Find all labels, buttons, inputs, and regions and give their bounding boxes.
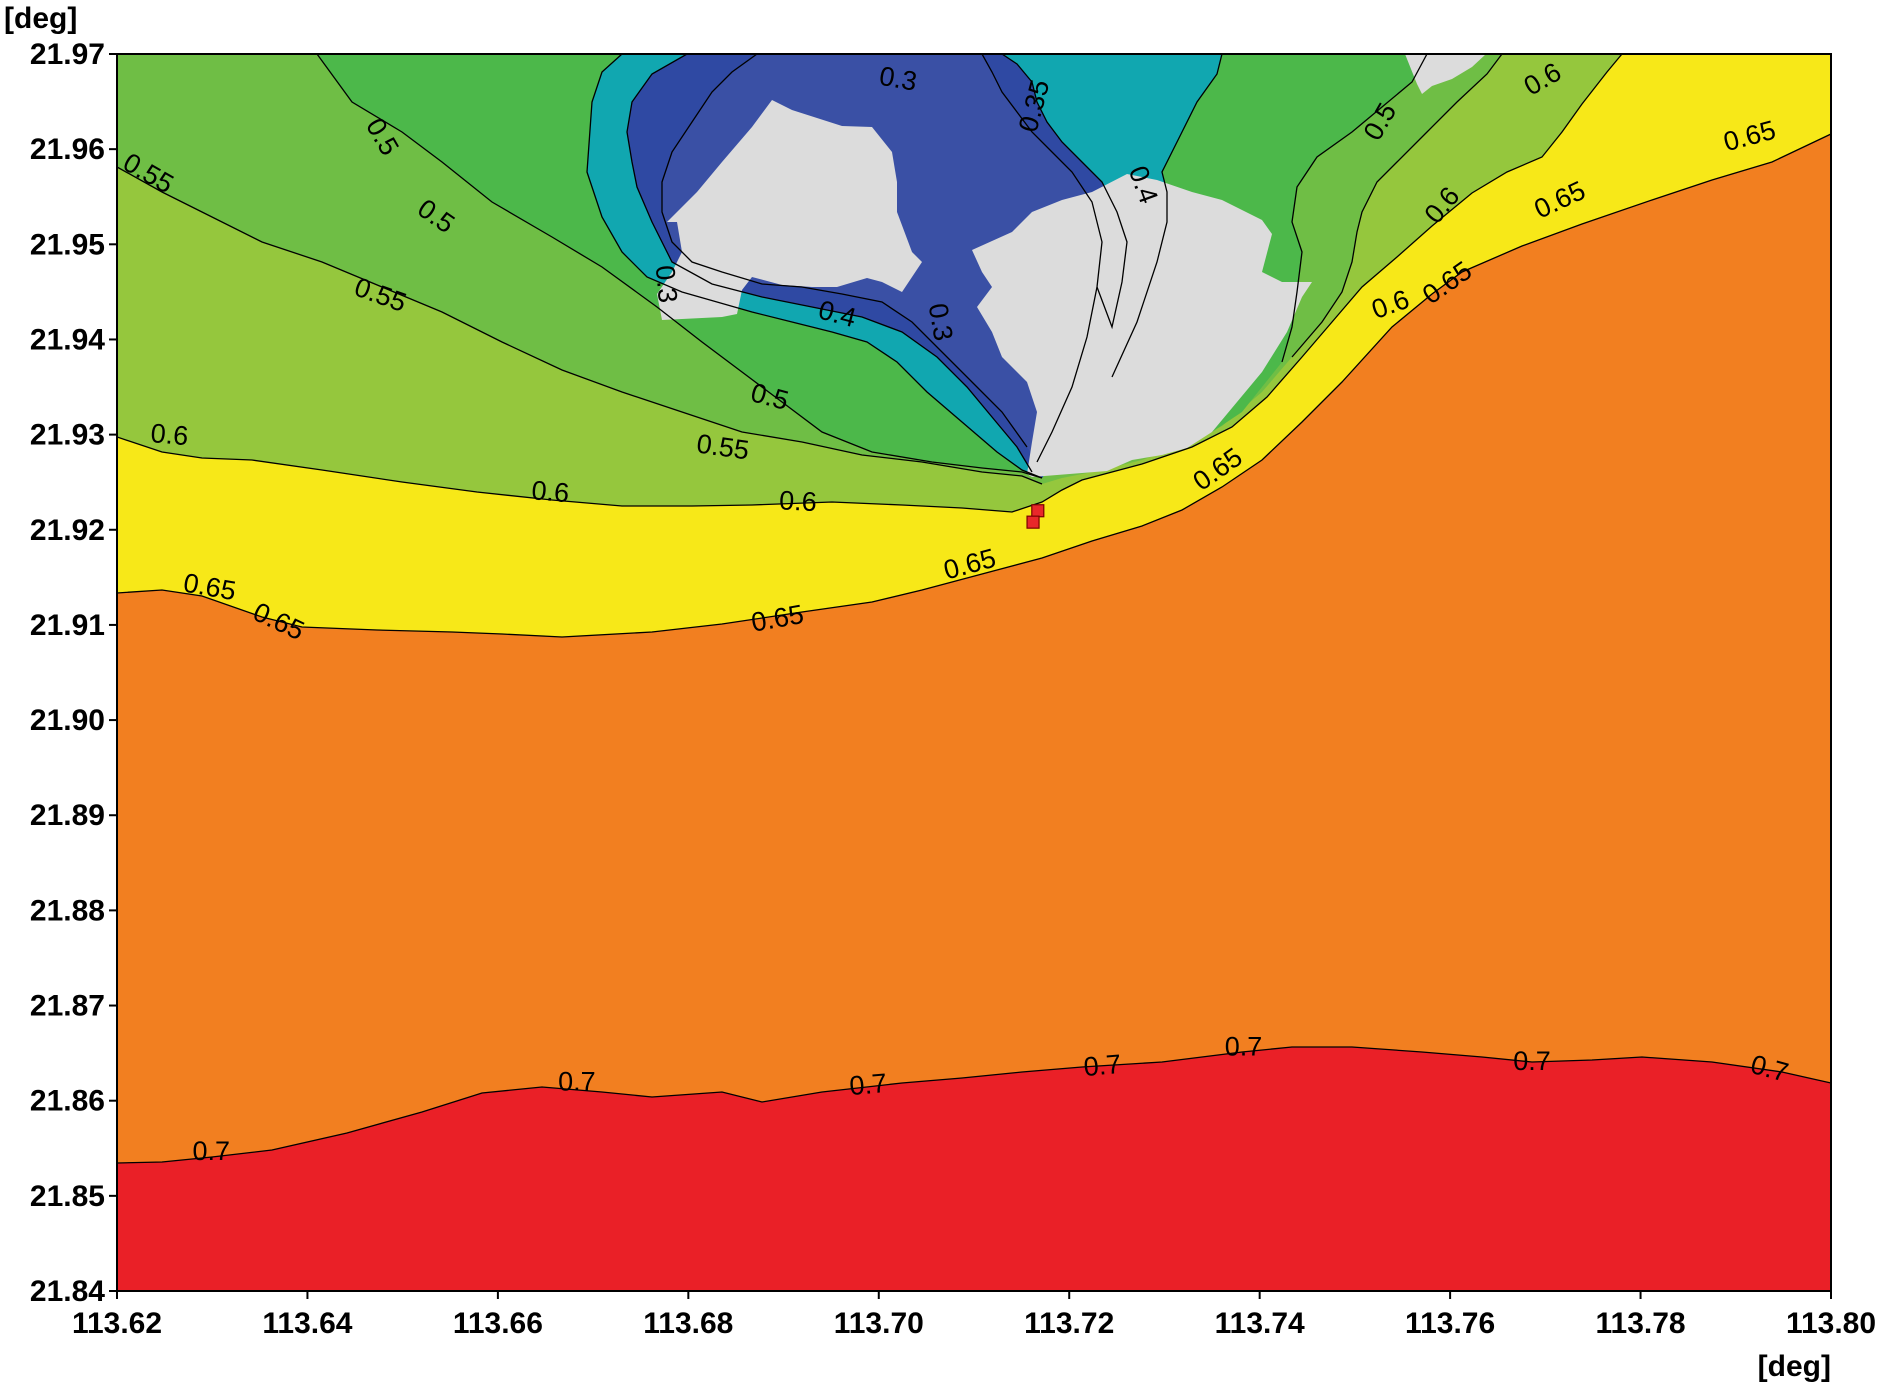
y-tick-label: 21.96 <box>30 133 105 166</box>
contour-label-0.6: 0.6 <box>150 418 190 451</box>
y-tick-label: 21.94 <box>30 323 105 356</box>
y-axis-unit: [deg] <box>4 2 77 35</box>
y-tick-label: 21.85 <box>30 1180 105 1213</box>
y-tick-label: 21.95 <box>30 228 105 261</box>
y-tick-label: 21.87 <box>30 990 105 1023</box>
x-tick-label: 113.66 <box>453 1307 543 1340</box>
contour-label-0.7: 0.7 <box>192 1136 230 1166</box>
contour-label-0.7: 0.7 <box>848 1068 888 1101</box>
y-tick-label: 21.91 <box>30 609 105 642</box>
contour-line-0.4-east <box>1111 54 1223 378</box>
contour-label-0.3: 0.3 <box>650 264 683 304</box>
x-tick-label: 113.80 <box>1786 1307 1876 1340</box>
y-tick-label: 21.89 <box>30 799 105 832</box>
contour-line-0.55 <box>117 166 1043 485</box>
contour-label-0.7: 0.7 <box>1513 1046 1551 1076</box>
x-tick-label: 113.76 <box>1405 1307 1495 1340</box>
plot-frame <box>116 53 1832 1292</box>
x-tick-label: 113.64 <box>262 1307 352 1340</box>
contour-label-0.55: 0.55 <box>695 429 751 466</box>
contour-line-0.55-east <box>1291 54 1503 358</box>
land-west-island <box>657 100 922 320</box>
contour-label-0.6: 0.6 <box>530 475 570 508</box>
contour-line-0.7 <box>117 1046 1831 1164</box>
x-axis-unit: [deg] <box>1758 1350 1831 1383</box>
y-tick-label: 21.88 <box>30 894 105 927</box>
y-tick-label: 21.84 <box>30 1275 105 1308</box>
contour-line-0.35-east <box>1001 54 1128 330</box>
y-tick-label: 21.92 <box>30 514 105 547</box>
y-tick-label: 21.93 <box>30 419 105 452</box>
station-marker <box>1026 515 1040 529</box>
station-marker <box>1031 504 1045 518</box>
contour-label-0.7: 0.7 <box>1082 1049 1122 1082</box>
contour-label-0.6: 0.6 <box>778 485 817 517</box>
contour-line-0.3-east <box>981 54 1103 463</box>
y-tick-label: 21.97 <box>30 38 105 71</box>
land-east-island <box>972 174 1312 477</box>
contour-line-0.3 <box>661 54 1028 448</box>
land-northeast-island <box>1405 54 1486 94</box>
y-tick-label: 21.90 <box>30 704 105 737</box>
contour-label-0.3: 0.3 <box>923 301 959 343</box>
contour-label-0.7: 0.7 <box>1225 1031 1263 1061</box>
contour-line-0.35 <box>626 54 1033 473</box>
contour-lines <box>117 54 1831 1164</box>
x-axis: 113.62 113.64 113.66 113.68 113.70 113.72 113.… <box>72 1291 1876 1340</box>
y-axis: 21.84 21.85 21.86 21.87 21.88 21.89 21.90 21.91… <box>30 38 117 1308</box>
contour-line-0.5-east <box>1281 54 1428 363</box>
x-tick-label: 113.72 <box>1024 1307 1114 1340</box>
contour-line-0.6 <box>117 54 1623 513</box>
x-tick-label: 113.74 <box>1215 1307 1305 1340</box>
plot-area: 0.3 0.350.40.30.4 0.30.50.50.550.550.50.55… <box>117 54 1831 1291</box>
x-tick-label: 113.70 <box>834 1307 924 1340</box>
y-tick-label: 21.86 <box>30 1085 105 1118</box>
contour-label-0.3: 0.3 <box>877 61 919 97</box>
station-markers <box>1026 504 1045 529</box>
contour-line-0.4 <box>586 54 1043 479</box>
x-tick-label: 113.68 <box>643 1307 733 1340</box>
x-tick-label: 113.62 <box>72 1307 162 1340</box>
x-tick-label: 113.78 <box>1596 1307 1686 1340</box>
contour-line-0.5 <box>316 54 1043 479</box>
contour-line-0.65 <box>117 133 1831 638</box>
contour-label-0.7: 0.7 <box>558 1067 596 1097</box>
